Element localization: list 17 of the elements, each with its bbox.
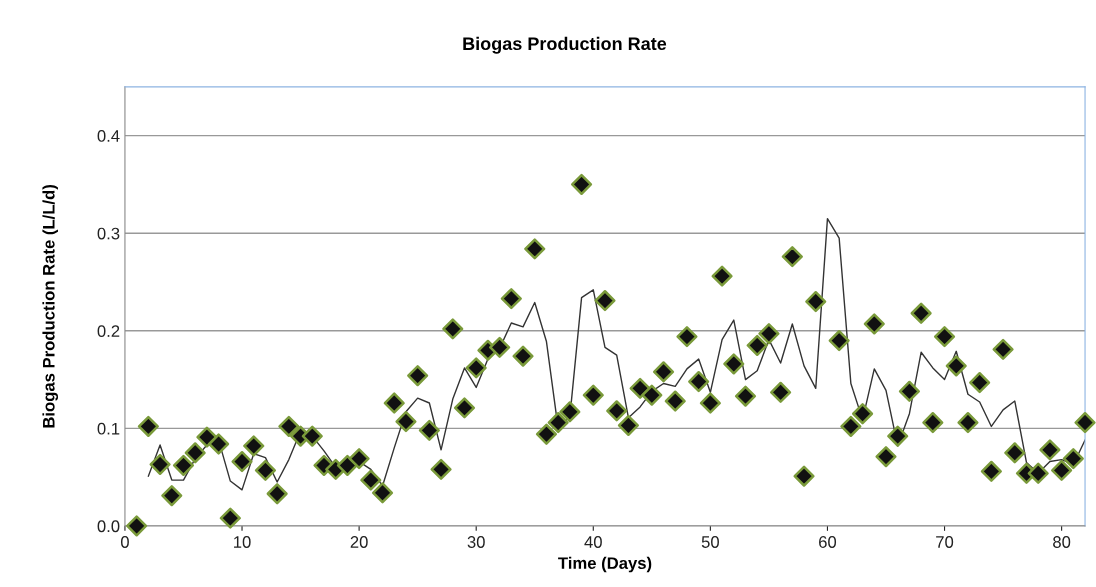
- y-tick-label: 0.2: [97, 325, 120, 338]
- x-tick-label: 0: [120, 536, 129, 548]
- y-tick-label: 0.4: [97, 130, 120, 142]
- x-tick-label: 70: [936, 536, 954, 548]
- chart-title: Biogas Production Rate: [463, 36, 667, 54]
- x-axis-title: Time (Days): [558, 556, 652, 573]
- y-axis-title: Biogas Production Rate (L/L/d): [42, 185, 59, 428]
- x-tick-label: 60: [819, 536, 837, 548]
- y-tick-label: 0.3: [97, 227, 120, 240]
- x-tick-label: 30: [467, 536, 485, 548]
- y-tick-label: 0.0: [97, 520, 120, 533]
- x-tick-label: 50: [701, 536, 719, 548]
- x-tick-label: 10: [234, 536, 251, 548]
- x-tick-label: 80: [1053, 536, 1071, 548]
- y-tick-label: 0.1: [97, 422, 120, 435]
- x-tick-label: 40: [584, 536, 602, 548]
- x-tick-label: 20: [350, 536, 368, 548]
